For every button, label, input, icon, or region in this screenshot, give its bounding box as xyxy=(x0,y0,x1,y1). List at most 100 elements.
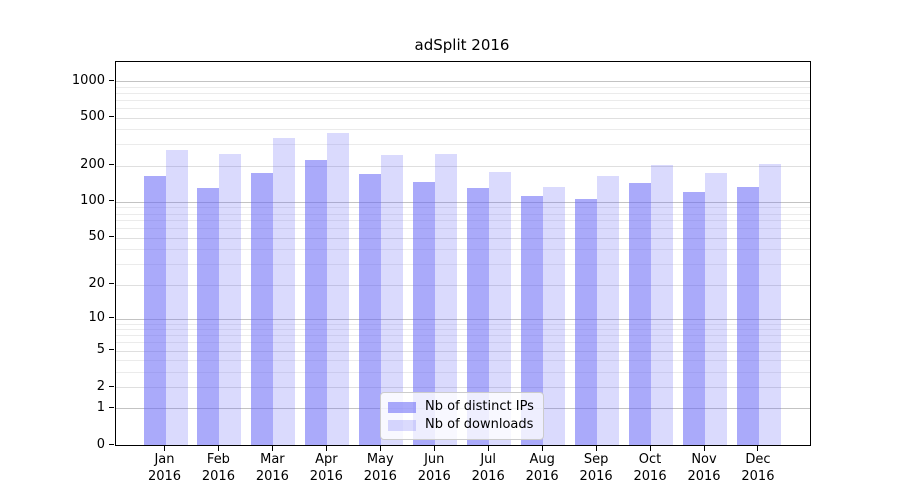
x-tick-label-aug: Aug 2016 xyxy=(525,452,559,484)
legend-label-downloads: Nb of downloads xyxy=(425,417,534,432)
x-tick-label-oct: Oct 2016 xyxy=(633,452,667,484)
x-tick-mark-jan xyxy=(164,446,165,451)
gridline-y-600 xyxy=(116,107,810,109)
bar-mar-distinct-ips xyxy=(251,172,274,445)
gridline-y-9 xyxy=(116,323,810,325)
gridline-y-200 xyxy=(116,165,810,167)
gridline-y-400 xyxy=(116,129,810,131)
gridline-y-70 xyxy=(116,220,810,222)
y-tick-mark-0 xyxy=(109,443,114,445)
y-tick-label-100: 100 xyxy=(80,193,105,209)
bar-jul-distinct-ips xyxy=(467,187,490,445)
x-tick-label-jan: Jan 2016 xyxy=(147,452,182,484)
gridline-y-90 xyxy=(116,207,810,209)
bar-nov-downloads xyxy=(705,172,727,445)
gridline-y-4 xyxy=(116,360,810,362)
bar-feb-downloads xyxy=(219,153,242,445)
gridline-y-7 xyxy=(116,335,810,337)
legend-label-distinct-ips: Nb of distinct IPs xyxy=(425,399,534,414)
gridline-y-100 xyxy=(116,201,810,203)
bar-apr-downloads xyxy=(327,132,350,445)
bar-aug-downloads xyxy=(543,187,566,445)
y-tick-label-1000: 1000 xyxy=(71,72,105,88)
y-tick-label-500: 500 xyxy=(80,109,105,124)
x-tick-mark-nov xyxy=(703,446,705,451)
x-tick-label-jul: Jul 2016 xyxy=(471,452,505,484)
y-tick-mark-1 xyxy=(109,406,114,408)
gridline-y-50 xyxy=(116,237,810,239)
x-tick-label-dec: Dec 2016 xyxy=(741,452,775,484)
y-tick-mark-100 xyxy=(109,200,114,202)
legend-row-distinct-ips: Nb of distinct IPs xyxy=(388,398,535,416)
bar-nov-distinct-ips xyxy=(683,191,705,445)
bar-jan-downloads xyxy=(165,150,188,445)
x-tick-label-jun: Jun 2016 xyxy=(417,452,451,484)
x-tick-mark-dec xyxy=(757,446,759,451)
x-tick-label-nov: Nov 2016 xyxy=(687,452,721,484)
gridline-y-10 xyxy=(116,318,810,320)
bar-feb-distinct-ips xyxy=(197,187,220,445)
gridline-y-500 xyxy=(116,117,810,119)
x-tick-label-apr: Apr 2016 xyxy=(309,452,343,484)
y-tick-mark-20 xyxy=(109,283,114,285)
x-tick-mark-apr xyxy=(325,446,327,451)
bar-jul-downloads xyxy=(489,172,512,445)
y-tick-mark-50 xyxy=(109,236,114,238)
bar-jun-distinct-ips xyxy=(413,181,436,445)
y-tick-mark-1000 xyxy=(109,79,114,81)
gridline-y-5 xyxy=(116,350,810,352)
gridline-y-300 xyxy=(116,144,810,146)
x-tick-label-may: May 2016 xyxy=(363,452,397,484)
bar-jan-distinct-ips xyxy=(143,175,166,445)
gridline-y-20 xyxy=(116,284,810,286)
y-tick-mark-200 xyxy=(109,164,114,166)
chart-title: adSplit 2016 xyxy=(414,36,510,54)
y-tick-label-5: 5 xyxy=(96,342,105,358)
legend-swatch-downloads xyxy=(388,419,416,431)
gridline-y-80 xyxy=(116,213,810,215)
x-tick-mark-sep xyxy=(595,446,597,451)
legend-swatch-distinct-ips xyxy=(388,401,416,413)
y-tick-mark-10 xyxy=(109,317,114,319)
x-tick-mark-feb xyxy=(217,446,219,451)
x-tick-label-feb: Feb 2016 xyxy=(201,452,235,484)
x-tick-mark-mar xyxy=(271,446,273,451)
y-tick-mark-2 xyxy=(109,385,114,387)
y-tick-label-200: 200 xyxy=(80,157,105,173)
gridline-y-30 xyxy=(116,264,810,266)
bar-may-downloads xyxy=(381,155,404,445)
bar-sep-distinct-ips xyxy=(575,198,598,445)
plot-area: Nb of distinct IPs Nb of downloads xyxy=(115,61,811,446)
gridline-y-8 xyxy=(116,329,810,331)
gridline-y-800 xyxy=(116,92,810,94)
gridline-y-6 xyxy=(116,342,810,344)
gridline-y-3 xyxy=(116,371,810,373)
bar-dec-downloads xyxy=(758,163,781,445)
bar-jun-downloads xyxy=(435,153,458,445)
bar-mar-downloads xyxy=(273,137,296,445)
x-tick-label-mar: Mar 2016 xyxy=(255,452,289,484)
gridline-y-700 xyxy=(116,99,810,101)
x-tick-mark-may xyxy=(379,446,381,451)
y-tick-label-10: 10 xyxy=(88,310,105,326)
bar-oct-distinct-ips xyxy=(629,182,652,445)
y-tick-label-0: 0 xyxy=(96,436,105,452)
gridline-y-40 xyxy=(116,249,810,251)
gridline-y-1000 xyxy=(116,81,810,83)
bar-oct-downloads xyxy=(651,164,674,445)
bar-apr-distinct-ips xyxy=(305,160,328,445)
bar-sep-downloads xyxy=(597,176,620,445)
x-tick-mark-oct xyxy=(649,446,651,451)
bar-dec-distinct-ips xyxy=(736,186,759,445)
gridline-y-60 xyxy=(116,228,810,230)
y-tick-label-20: 20 xyxy=(88,276,105,292)
y-tick-label-1: 1 xyxy=(96,399,105,415)
bar-aug-distinct-ips xyxy=(521,196,544,445)
x-tick-mark-aug xyxy=(541,446,543,451)
legend: Nb of distinct IPs Nb of downloads xyxy=(380,392,544,440)
x-tick-mark-jun xyxy=(433,446,435,451)
x-tick-mark-jul xyxy=(487,446,489,451)
legend-row-downloads: Nb of downloads xyxy=(388,416,535,434)
y-tick-label-50: 50 xyxy=(88,229,105,245)
